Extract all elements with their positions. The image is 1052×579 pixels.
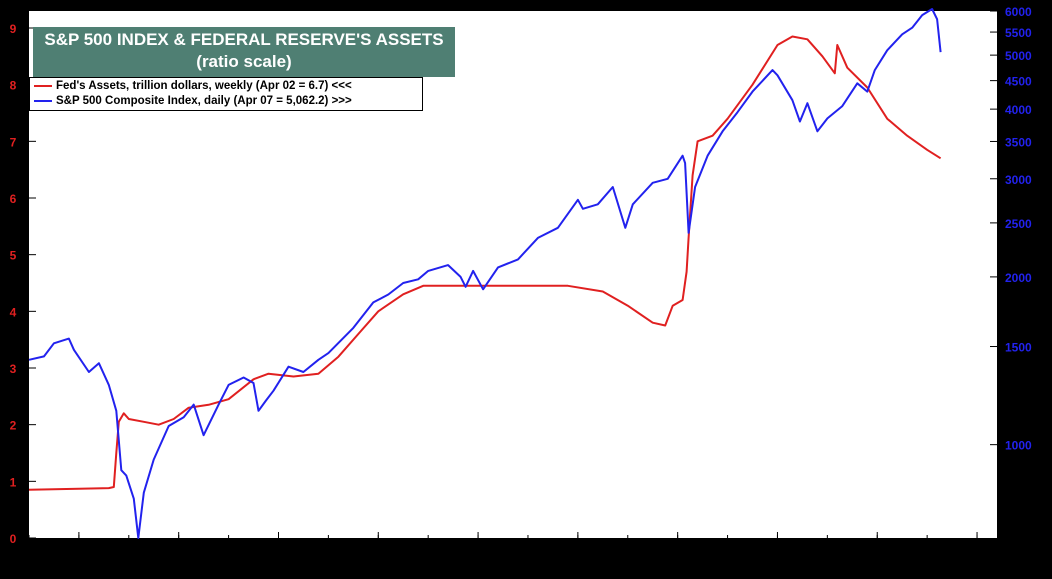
right-tick-label: 5000 (1005, 49, 1032, 63)
sp500-line (28, 8, 942, 539)
right-tick-label: 3000 (1005, 173, 1032, 187)
fed-assets-line (28, 35, 942, 491)
left-tick-label: 5 (10, 249, 17, 263)
right-tick-label: 5500 (1005, 26, 1032, 40)
series-layer (28, 8, 942, 539)
x-tick-label: 2012 (265, 545, 292, 559)
left-tick-label: 4 (10, 305, 17, 319)
x-tick-label: 2008 (66, 545, 93, 559)
legend-swatch-blue (34, 99, 52, 102)
left-tick-label: 3 (10, 362, 17, 376)
legend-item-sp500: S&P 500 Composite Index, daily (Apr 07 =… (34, 94, 352, 109)
right-tick-label: 4000 (1005, 103, 1032, 117)
right-tick-label: 1500 (1005, 341, 1032, 355)
right-tick-label: 2000 (1005, 271, 1032, 285)
chart-title: S&P 500 INDEX & FEDERAL RESERVE'S ASSETS (44, 30, 444, 49)
x-tick-label: 2018 (565, 545, 592, 559)
x-tick-label: 2016 (465, 545, 492, 559)
right-tick-label: 2500 (1005, 217, 1032, 231)
legend-label-fed-assets: Fed's Assets, trillion dollars, weekly (… (56, 80, 352, 92)
left-tick-label: 9 (10, 22, 17, 36)
axes: 0 1 2 3 4 5 6 7 8 9 1000 1500 2000 2500 3000 3500 4000 45… (10, 5, 1032, 559)
chart-legend: Fed's Assets, trillion dollars, weekly (… (29, 77, 423, 111)
legend-label-sp500: S&P 500 Composite Index, daily (Apr 07 =… (56, 95, 352, 107)
chart-title-box: S&P 500 INDEX & FEDERAL RESERVE'S ASSETS… (33, 27, 455, 77)
left-tick-label: 6 (10, 192, 17, 206)
right-tick-label: 1000 (1005, 439, 1032, 453)
source-note: Source: LSEG Datastream and © Yardeni Re… (28, 567, 532, 579)
left-tick-label: 8 (10, 79, 17, 93)
right-tick-label: 4500 (1005, 75, 1032, 89)
left-tick-label: 0 (10, 532, 17, 546)
left-tick-label: 7 (10, 135, 17, 149)
chart-subtitle: (ratio scale) (196, 52, 292, 71)
x-tick-label: 2022 (764, 545, 791, 559)
right-tick-label: 3500 (1005, 135, 1032, 149)
left-tick-label: 1 (10, 475, 17, 489)
x-tick-label: 2020 (664, 545, 691, 559)
x-tick-label: 2010 (165, 545, 192, 559)
x-tick-label: 2026 (964, 545, 991, 559)
legend-item-fed-assets: Fed's Assets, trillion dollars, weekly (… (34, 79, 352, 94)
left-tick-label: 2 (10, 419, 17, 433)
x-tick-label: 2024 (864, 545, 891, 559)
right-tick-label: 6000 (1005, 5, 1032, 19)
legend-swatch-red (34, 84, 52, 87)
x-tick-label: 2014 (365, 545, 392, 559)
